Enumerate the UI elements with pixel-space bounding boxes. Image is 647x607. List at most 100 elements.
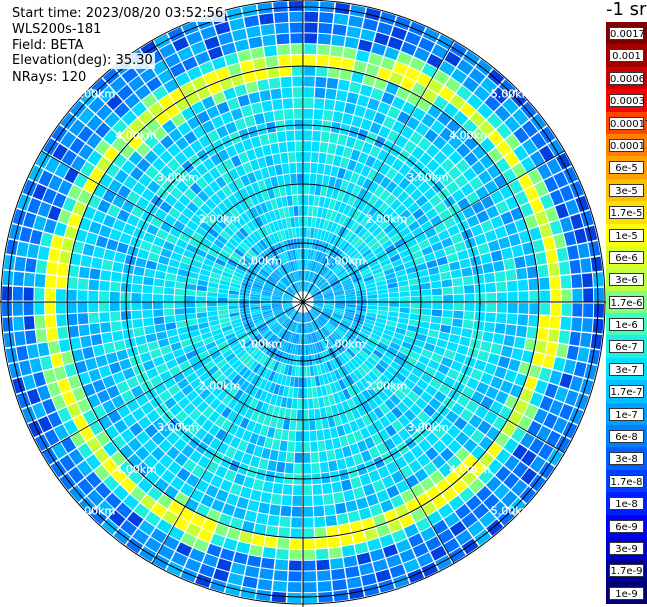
range-gate-cell	[391, 185, 404, 198]
range-gate-cell	[351, 184, 362, 197]
range-gate-cell	[528, 278, 539, 291]
range-gate-cell	[387, 228, 399, 239]
range-gate-cell	[333, 331, 343, 340]
range-gate-cell	[345, 291, 356, 296]
range-gate-cell	[365, 155, 376, 168]
range-gate-cell	[245, 342, 255, 352]
range-gate-cell	[59, 473, 76, 491]
range-gate-cell	[497, 509, 515, 526]
range-gate-cell	[324, 304, 335, 307]
range-gate-cell	[109, 228, 122, 241]
range-gate-cell	[252, 363, 262, 374]
range-gate-cell	[364, 234, 375, 245]
range-ring-label: 3.00km	[407, 421, 449, 434]
range-gate-cell	[57, 326, 69, 340]
range-gate-cell	[368, 469, 381, 483]
range-gate-cell	[379, 11, 396, 25]
range-gate-cell	[150, 216, 163, 228]
range-gate-cell	[212, 385, 224, 397]
range-gate-cell	[337, 390, 346, 402]
range-gate-cell	[374, 32, 390, 46]
range-gate-cell	[360, 29, 376, 42]
range-gate-cell	[399, 227, 411, 238]
range-gate-cell	[205, 341, 217, 350]
range-gate-cell	[127, 453, 142, 469]
range-gate-cell	[540, 290, 551, 302]
range-gate-cell	[270, 88, 282, 100]
range-gate-cell	[110, 281, 121, 292]
range-gate-cell	[529, 303, 540, 315]
range-gate-cell	[308, 260, 312, 271]
range-gate-cell	[397, 51, 413, 66]
colorbar-tick-label: 6e-7	[609, 340, 644, 354]
range-gate-cell	[432, 440, 447, 454]
range-gate-cell	[226, 493, 239, 506]
range-gate-cell	[256, 513, 269, 525]
range-gate-cell	[268, 371, 276, 382]
range-gate-cell	[413, 339, 425, 348]
range-gate-cell	[368, 181, 379, 194]
range-gate-cell	[180, 482, 195, 497]
range-gate-cell	[327, 143, 337, 155]
range-gate-cell	[77, 398, 91, 413]
range-gate-cell	[327, 67, 340, 79]
range-gate-cell	[329, 382, 337, 394]
range-gate-cell	[240, 258, 251, 267]
range-gate-cell	[217, 341, 228, 350]
range-gate-cell	[272, 99, 283, 111]
range-gate-cell	[77, 290, 88, 301]
range-gate-cell	[196, 177, 208, 190]
range-gate-cell	[338, 202, 347, 214]
range-gate-cell	[426, 259, 438, 269]
range-gate-cell	[379, 415, 391, 428]
range-gate-cell	[462, 206, 476, 219]
range-gate-cell	[244, 565, 260, 578]
range-ring-label: 2.00km	[199, 379, 241, 392]
range-gate-cell	[130, 486, 146, 502]
range-gate-cell	[366, 286, 377, 292]
range-gate-cell	[73, 173, 89, 189]
range-gate-cell	[303, 259, 306, 270]
range-gate-cell	[538, 367, 552, 382]
range-gate-cell	[328, 335, 337, 345]
range-gate-cell	[294, 333, 298, 344]
range-gate-cell	[234, 118, 247, 131]
range-gate-cell	[375, 378, 386, 390]
range-gate-cell	[170, 476, 185, 491]
range-gate-cell	[135, 84, 151, 100]
range-gate-cell	[387, 211, 399, 223]
range-gate-cell	[27, 344, 39, 359]
range-gate-cell	[220, 275, 232, 283]
range-gate-cell	[469, 176, 484, 191]
range-gate-cell	[313, 297, 324, 301]
range-gate-cell	[328, 275, 338, 283]
range-gate-cell	[322, 255, 330, 265]
range-gate-cell	[123, 223, 136, 236]
range-gate-cell	[265, 280, 275, 288]
range-gate-cell	[383, 223, 395, 235]
range-gate-cell	[244, 15, 260, 28]
range-gate-cell	[195, 573, 212, 588]
range-gate-cell	[269, 259, 278, 269]
range-gate-cell	[319, 407, 327, 419]
range-gate-cell	[205, 198, 217, 210]
range-gate-cell	[202, 406, 215, 419]
range-gate-cell	[202, 553, 219, 568]
range-gate-cell	[197, 190, 210, 203]
range-gate-cell	[135, 446, 150, 461]
range-gate-cell	[320, 131, 330, 143]
range-gate-cell	[582, 273, 593, 288]
range-gate-cell	[30, 229, 43, 245]
range-gate-cell	[294, 463, 303, 474]
range-gate-cell	[378, 126, 391, 139]
range-gate-cell	[145, 511, 161, 527]
range-gate-cell	[286, 452, 295, 463]
range-gate-cell	[303, 592, 318, 604]
range-gate-cell	[313, 109, 324, 120]
range-gate-cell	[430, 215, 443, 227]
range-gate-cell	[237, 49, 252, 62]
range-gate-cell	[245, 252, 255, 261]
range-gate-cell	[290, 321, 296, 332]
range-gate-cell	[342, 216, 351, 228]
range-gate-cell	[333, 264, 343, 274]
